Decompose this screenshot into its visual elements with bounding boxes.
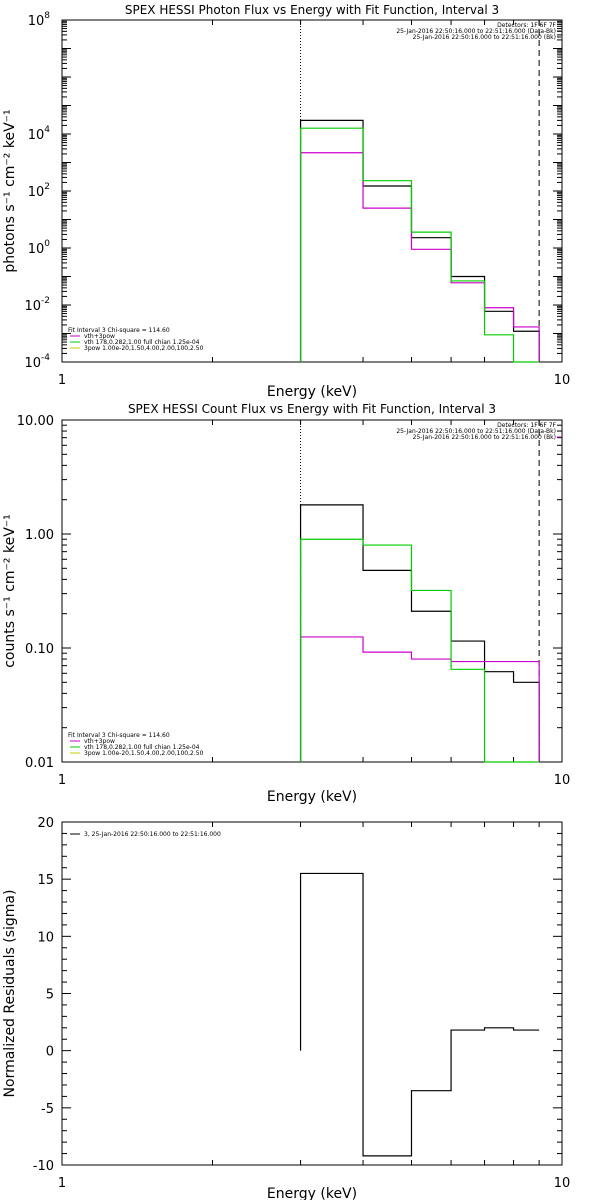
series-line-2	[299, 152, 540, 362]
y-tick-label: 1.00	[25, 528, 54, 543]
info-right-line: Detectors: 1F 6F 7F	[497, 422, 556, 429]
chart-panel-2: SPEX HESSI Count Flux vs Energy with Fit…	[2, 402, 570, 805]
series-line-1	[299, 504, 540, 762]
y-axis-label: photons s⁻¹ cm⁻² keV⁻¹	[2, 109, 18, 272]
y-tick-label: -10	[33, 1159, 54, 1174]
chart-title: SPEX HESSI Photon Flux vs Energy with Fi…	[125, 3, 499, 17]
y-tick-label: 15	[37, 873, 54, 888]
x-tick-label: 10	[554, 773, 571, 788]
info-left: Fit Interval 3 Chi-square = 114.60	[68, 732, 170, 739]
y-tick-label: 0.10	[25, 642, 54, 657]
legend-label-3: vth 178,0.282,1.00 full chian 1.25e-04	[84, 744, 200, 751]
y-tick-label: 108	[28, 11, 51, 29]
x-tick-label: 1	[58, 1176, 66, 1191]
info-right-line: 25-Jan-2016 22:50:16.000 to 22:51:16.000…	[396, 28, 556, 35]
info-left: Fit Interval 3 Chi-square = 114.60	[68, 327, 170, 334]
y-tick-label: 100	[28, 239, 51, 257]
x-tick-label: 1	[58, 373, 66, 388]
legend: 3, 25-Jan-2016 22:50:16.000 to 22:51:16.…	[70, 831, 221, 838]
y-tick-label: 10-4	[24, 353, 50, 371]
legend-label-1: 3, 25-Jan-2016 22:50:16.000 to 22:51:16.…	[84, 831, 221, 838]
y-axis-label: Normalized Residuals (sigma)	[2, 890, 18, 1098]
y-tick-label: 10	[37, 930, 54, 945]
series-line-3	[299, 127, 540, 363]
y-tick-label: 102	[28, 182, 50, 200]
legend-label-4: 3pow 1.00e-20,1.50,4.00,2.00,100,2.50	[84, 750, 204, 757]
y-tick-label: 20	[37, 816, 54, 831]
x-axis-label: Energy (keV)	[267, 789, 357, 805]
chart-title: SPEX HESSI Count Flux vs Energy with Fit…	[128, 402, 496, 416]
y-tick-label: -5	[41, 1102, 54, 1117]
x-tick-label: 10	[554, 373, 571, 388]
legend-label-2: vth+3pow	[84, 333, 115, 340]
plot-frame	[61, 19, 563, 363]
series-line-3	[299, 538, 540, 763]
x-axis-label: Energy (keV)	[267, 384, 357, 400]
y-tick-label: 0.01	[25, 756, 54, 771]
chart-panel-3: 1 10 -10 -5 0 5 10 15 20 Energy (keV) Normalized R…	[2, 816, 570, 1200]
info-right-line: 25-Jan-2016 22:50:16.000 to 22:51:16.000…	[413, 434, 556, 441]
series-line-1	[299, 872, 540, 1157]
y-tick-label: 10-2	[24, 296, 50, 314]
y-tick-label: 5	[46, 988, 54, 1003]
info-right-line: 25-Jan-2016 22:50:16.000 to 22:51:16.000…	[396, 428, 556, 435]
y-tick-label: 104	[28, 125, 51, 143]
series-line-1	[299, 119, 540, 362]
info-right-line: Detectors: 1F 6F 7F	[497, 22, 556, 29]
info-right-line: 25-Jan-2016 22:50:16.000 to 22:51:16.000…	[413, 34, 556, 41]
legend-label-4: 3pow 1.00e-20,1.50,4.00,2.00,100,2.50	[84, 345, 204, 352]
x-tick-label: 1	[58, 773, 66, 788]
y-axis-label: counts s⁻¹ cm⁻² keV⁻¹	[2, 514, 18, 668]
legend-label-2: vth+3pow	[84, 738, 115, 745]
series-line-2	[299, 636, 540, 762]
x-axis-label: Energy (keV)	[267, 1186, 357, 1200]
y-tick-label: 10.00	[17, 414, 54, 429]
legend-label-3: vth 178,0.282,1.00 full chian 1.25e-04	[84, 339, 200, 346]
y-tick-label: 0	[46, 1045, 54, 1060]
chart-panel-1: SPEX HESSI Photon Flux vs Energy with Fi…	[2, 3, 570, 400]
x-tick-label: 10	[554, 1176, 571, 1191]
plot-frame	[61, 419, 563, 763]
